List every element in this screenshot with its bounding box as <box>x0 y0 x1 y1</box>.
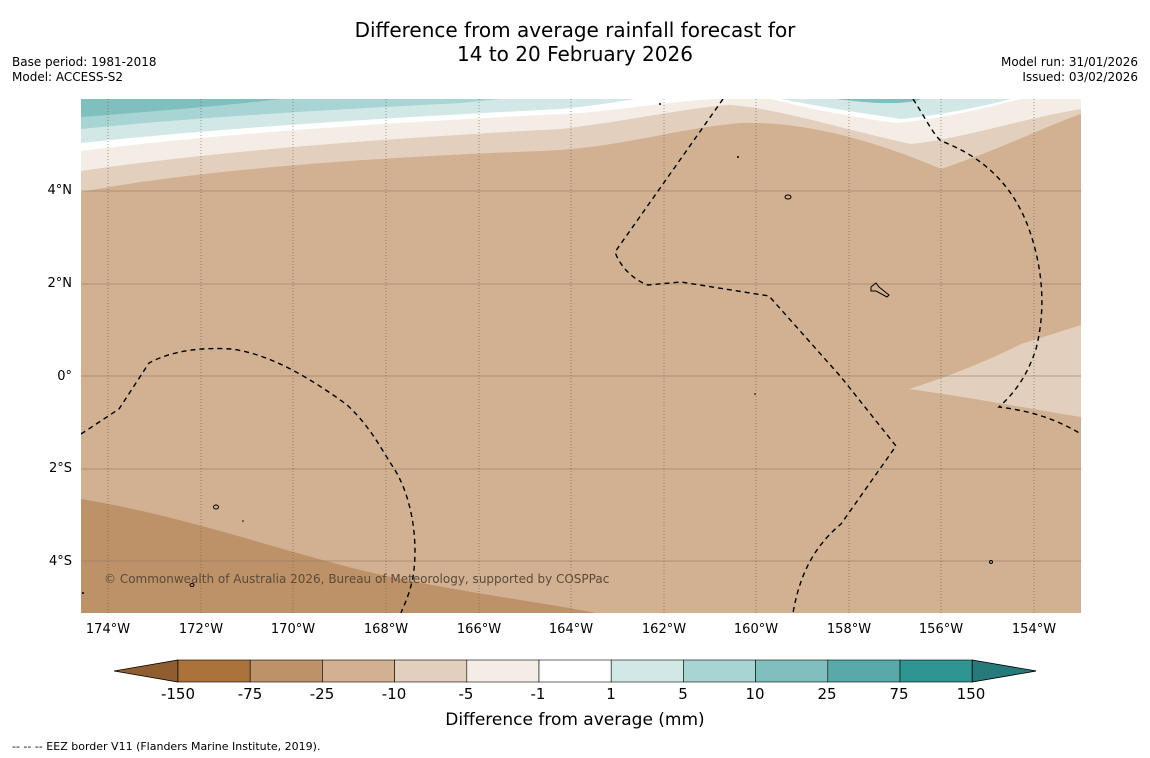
colorbar-graphic <box>113 659 1037 683</box>
colorbar-tick: 75 <box>889 685 909 703</box>
lat-label-4S: 4°S <box>48 554 72 569</box>
lon-label-168W: 168°W <box>363 622 409 637</box>
colorbar-segment <box>394 659 468 683</box>
colorbar-tick: -5 <box>458 685 474 703</box>
chart-title: Difference from average rainfall forecas… <box>0 18 1150 66</box>
meta-right: Model run: 31/01/2026 Issued: 03/02/2026 <box>1001 55 1138 85</box>
issued-text: Issued: 03/02/2026 <box>1022 70 1138 84</box>
dry-field-10-5-east <box>909 325 1081 417</box>
lon-label-154W: 154°W <box>1011 622 1057 637</box>
colorbar-segment <box>466 659 540 683</box>
lon-label-170W: 170°W <box>270 622 316 637</box>
lon-label-166W: 166°W <box>456 622 502 637</box>
island-dot-5 <box>82 592 84 594</box>
island-dot-3 <box>754 393 756 395</box>
lat-label-0: 0° <box>57 369 72 384</box>
wet-field-10-25 <box>81 99 281 117</box>
lat-label-2S: 2°S <box>48 461 72 476</box>
island-1 <box>784 194 792 200</box>
island-dot-1 <box>659 103 661 105</box>
colorbar-tick: 1 <box>606 685 616 703</box>
eez-border-west <box>81 347 416 613</box>
dry-field-75-25 <box>81 499 596 613</box>
colorbar-segment <box>249 659 323 683</box>
island-dot-4 <box>242 520 244 522</box>
latitude-gridlines <box>81 190 1081 562</box>
colorbar-segment <box>538 659 612 683</box>
colorbar-tick: -10 <box>381 685 407 703</box>
island-dots <box>82 103 756 594</box>
model-text: Model: ACCESS-S2 <box>12 70 124 84</box>
colorbar-tick: 5 <box>678 685 688 703</box>
lon-label-160W: 160°W <box>733 622 779 637</box>
colorbar <box>113 658 1037 684</box>
colorbar-segment <box>683 659 756 683</box>
colorbar-segment <box>755 659 829 683</box>
map-plot-area <box>81 99 1081 613</box>
title-line-1: Difference from average rainfall forecas… <box>354 18 796 42</box>
island-3 <box>213 504 219 510</box>
island-dot-2 <box>737 156 739 158</box>
lon-label-164W: 164°W <box>548 622 594 637</box>
island-2 <box>870 282 890 298</box>
copyright-text: © Commonwealth of Australia 2026, Bureau… <box>104 572 610 586</box>
lat-label-4N: 4°N <box>47 183 73 198</box>
colorbar-label: Difference from average (mm) <box>445 710 705 730</box>
lon-label-172W: 172°W <box>178 622 224 637</box>
colorbar-tick: -150 <box>160 685 196 703</box>
wet-field-10-25-east <box>836 99 921 104</box>
colorbar-tick: -25 <box>309 685 335 703</box>
colorbar-tick: 10 <box>745 685 765 703</box>
colorbar-high-extend <box>971 659 1037 683</box>
colorbar-tick: 25 <box>817 685 837 703</box>
lon-label-162W: 162°W <box>641 622 687 637</box>
eez-footnote: -- -- -- EEZ border V11 (Flanders Marine… <box>12 740 321 753</box>
islands <box>189 194 993 587</box>
eez-border-east <box>912 99 1081 435</box>
lat-label-2N: 2°N <box>47 276 73 291</box>
colorbar-segment <box>322 659 395 683</box>
island-5 <box>989 560 993 564</box>
dry-field-25-10 <box>81 99 1081 613</box>
meta-left: Base period: 1981-2018 Model: ACCESS-S2 <box>12 55 157 85</box>
wet-field-1-5-east <box>781 99 1011 119</box>
colorbar-tick: 150 <box>956 685 986 703</box>
title-line-2: 14 to 20 February 2026 <box>457 42 693 66</box>
colorbar-segment <box>827 659 901 683</box>
lon-label-156W: 156°W <box>918 622 964 637</box>
island-4 <box>189 583 195 587</box>
colorbar-tick: -75 <box>237 685 263 703</box>
colorbar-low-extend <box>113 659 179 683</box>
colorbar-segment <box>610 659 684 683</box>
eez-borders <box>81 99 1081 613</box>
colorbar-tick: -1 <box>530 685 546 703</box>
rainfall-anomaly-map <box>81 99 1081 613</box>
base-period-text: Base period: 1981-2018 <box>12 55 157 69</box>
colorbar-segment <box>177 659 251 683</box>
model-run-text: Model run: 31/01/2026 <box>1000 55 1138 69</box>
colorbar-segment <box>899 659 973 683</box>
lon-label-158W: 158°W <box>826 622 872 637</box>
lon-label-174W: 174°W <box>85 622 131 637</box>
